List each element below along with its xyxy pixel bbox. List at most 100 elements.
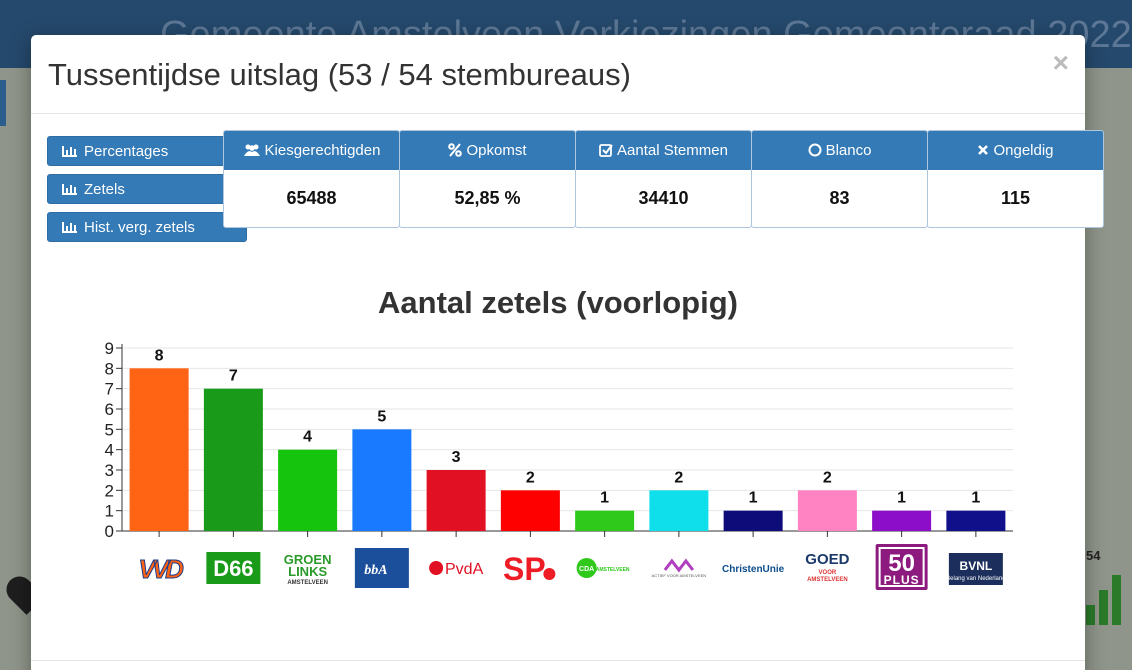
logo-groenlinks-line3: AMSTELVEEN: [287, 580, 328, 586]
logo-50plus-box: [875, 544, 928, 590]
stat-value: 83: [829, 188, 850, 208]
stat-blanco: Blanco 83: [751, 130, 928, 228]
stat-ongeldig: Ongeldig 115: [927, 130, 1104, 228]
logo-goed-voor: VOOR: [819, 570, 837, 576]
x-icon: [978, 145, 989, 155]
stat-label: Opkomst: [466, 142, 527, 159]
bar-christenunie: [723, 510, 783, 531]
logo-cda: CDA: [579, 566, 594, 573]
logo-cda-sub: AMSTELVEEN: [596, 567, 630, 573]
background-number: 54: [1086, 548, 1101, 563]
bar-bba: [352, 429, 412, 531]
circle-icon: [808, 143, 822, 157]
data-label: 4: [303, 429, 312, 446]
tomato-icon: [543, 568, 556, 580]
close-button[interactable]: ×: [1052, 47, 1069, 78]
stat-label: Kiesgerechtigden: [264, 142, 381, 159]
y-tick-label: 3: [105, 461, 114, 480]
percentages-label: Percentages: [84, 143, 169, 160]
logo-bvnl-sub: Belang van Nederland: [946, 576, 1005, 582]
data-label: 3: [452, 449, 461, 466]
logo-cda-circle: [576, 558, 597, 578]
zetels-label: Zetels: [84, 181, 125, 198]
bar-groenlinks-amstelveen: [278, 449, 338, 531]
background-left-button[interactable]: [0, 80, 6, 126]
hist-verg-zetels-button[interactable]: Hist. verg. zetels: [47, 212, 247, 242]
y-tick-label: 1: [105, 502, 114, 521]
logo-groenlinks-line2: LINKS: [288, 564, 327, 579]
stat-label: Aantal Stemmen: [617, 142, 728, 159]
logo-d66-box: [206, 552, 261, 584]
bar-vvd: [129, 368, 189, 531]
logo-actief-text: ACTIEF VOOR AMSTELVEEN: [652, 573, 707, 578]
users-icon: [243, 144, 260, 156]
bar-pvda: [426, 470, 486, 531]
data-label: 1: [600, 490, 609, 507]
hist-verg-zetels-label: Hist. verg. zetels: [84, 219, 195, 236]
logo-actief-mark: [663, 558, 695, 573]
stat-value: 52,85 %: [454, 188, 521, 208]
logo-pvda: PvdA: [445, 561, 484, 578]
y-tick-label: 7: [105, 380, 114, 399]
percent-icon: [448, 143, 463, 157]
stat-value: 115: [1000, 188, 1031, 208]
logo-goed: GOED: [805, 551, 849, 568]
data-label: 2: [526, 469, 535, 486]
logo-bvnl: BVNL: [960, 559, 993, 573]
modal-title: Tussentijdse uitslag (53 / 54 stembureau…: [48, 57, 631, 92]
logo-50plus-text: PLUS: [884, 573, 920, 587]
check-square-icon: [599, 144, 613, 157]
data-label: 7: [229, 368, 238, 385]
chart-title: Aantal zetels (voorlopig): [378, 285, 738, 320]
logo-50plus-border: [878, 547, 925, 587]
data-label: 2: [823, 469, 832, 486]
y-tick-label: 0: [105, 522, 114, 541]
bar-chart-icon: [62, 146, 77, 157]
y-tick-label: 5: [105, 420, 114, 439]
footer-divider: [31, 660, 1085, 661]
rose-icon: [429, 561, 444, 575]
logo-vvd: VVD: [138, 554, 184, 584]
logo-bvnl-box: [948, 553, 1003, 585]
y-tick-label: 4: [105, 441, 114, 460]
data-label: 2: [674, 469, 683, 486]
bar-chart-icon: [62, 222, 77, 233]
bar-sp: [500, 490, 560, 531]
bar-chart-icon: [1086, 570, 1126, 625]
data-label: 1: [971, 490, 980, 507]
y-tick-label: 2: [105, 481, 114, 500]
bar-50plus: [872, 510, 932, 531]
logo-50plus-number: 50: [888, 550, 915, 577]
y-tick-label: 9: [105, 339, 114, 358]
logo-d66: D66: [213, 556, 253, 581]
logo-sp: SP: [503, 551, 546, 587]
stat-aantal-stemmen: Aantal Stemmen 34410: [575, 130, 752, 228]
bar-chart-icon: [62, 184, 77, 195]
y-tick-label: 8: [105, 359, 114, 378]
logo-groenlinks-line1: GROEN: [284, 552, 332, 567]
header-divider: [31, 113, 1085, 114]
data-label: 1: [897, 490, 906, 507]
bar-actief-voor-amstelveen: [649, 490, 709, 531]
results-modal: Tussentijdse uitslag (53 / 54 stembureau…: [31, 35, 1104, 670]
data-label: 5: [377, 408, 386, 425]
bar-goed-voor-amstelveen: [797, 490, 857, 531]
bar-cda-amstelveen: [575, 510, 635, 531]
stat-value: 34410: [638, 188, 689, 208]
stat-opkomst: Opkomst 52,85 %: [399, 130, 576, 228]
zetels-button[interactable]: Zetels: [47, 174, 247, 204]
stat-value: 65488: [286, 188, 337, 208]
data-label: 8: [155, 347, 164, 364]
stat-label: Blanco: [825, 142, 872, 159]
stat-kiesgerechtigden: Kiesgerechtigden 65488: [223, 130, 400, 228]
bar-d66: [203, 388, 263, 531]
data-label: 1: [749, 490, 758, 507]
logo-goed-amstelveen: AMSTELVEEN: [807, 577, 848, 583]
logo-christenunie: ChristenUnie: [722, 564, 785, 575]
stat-label: Ongeldig: [993, 142, 1054, 159]
y-tick-label: 6: [105, 400, 114, 419]
logo-bba-box: [354, 548, 409, 588]
bar-bvnl-belang-van-nederland: [946, 510, 1006, 531]
logo-bba: bbA: [364, 563, 387, 578]
